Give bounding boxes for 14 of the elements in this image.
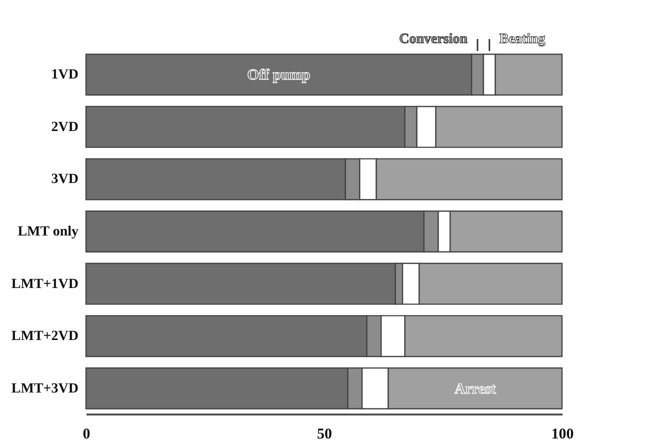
- y-tick-label: 1VD: [51, 68, 78, 83]
- y-tick-label: LMT+1VD: [11, 276, 78, 292]
- x-tick-label: 0: [82, 426, 90, 442]
- y-tick-label: LMT+2VD: [11, 329, 78, 344]
- x-tick-label: 100: [551, 426, 574, 442]
- series-label: Conversion: [399, 32, 468, 47]
- y-tick-label: LMT+3VD: [11, 381, 78, 396]
- series-label: Arrest: [454, 381, 496, 398]
- y-tick-label: 2VD: [51, 120, 78, 135]
- x-tick-label: 50: [317, 426, 332, 442]
- series-label: Off pump: [247, 68, 310, 84]
- y-tick-label: LMT only: [18, 224, 78, 240]
- y-tick-label: 3VD: [51, 172, 78, 188]
- series-label: Beating: [499, 32, 546, 47]
